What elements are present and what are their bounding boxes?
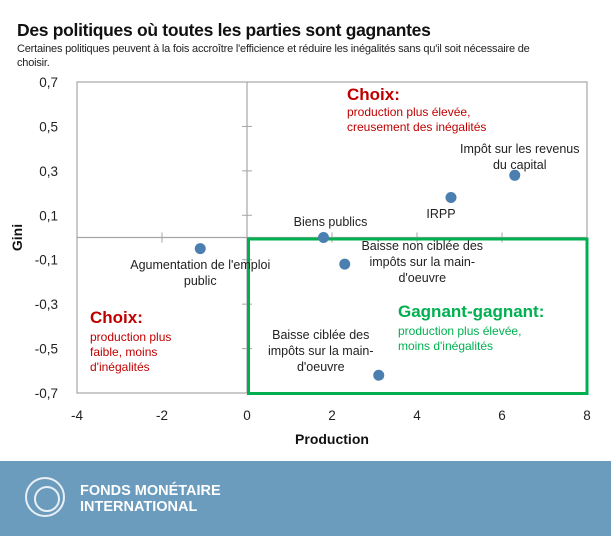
y-tick-label: -0,7 — [35, 386, 58, 401]
data-point — [509, 169, 521, 181]
y-tick-label: -0,3 — [35, 297, 58, 312]
data-point — [318, 232, 329, 243]
chart-title: Des politiques où toutes les parties son… — [17, 20, 431, 40]
y-tick-label: 0,1 — [39, 208, 58, 223]
data-point-label: Biens publics — [293, 214, 368, 229]
data-point-label: IRPP — [426, 206, 456, 221]
org-line-2: INTERNATIONAL — [80, 499, 198, 515]
x-tick-label: 0 — [243, 408, 251, 423]
y-axis-label: Gini — [9, 224, 25, 251]
data-point — [194, 243, 206, 255]
x-tick-label: 4 — [413, 408, 421, 423]
data-point-label: Agumentation de l'emploi public — [130, 257, 271, 288]
x-tick-label: 8 — [583, 408, 591, 423]
y-tick-label: 0,7 — [39, 75, 58, 90]
data-point-label: Baisse ciblée des impôts sur la main-d'o… — [267, 328, 374, 375]
data-point — [373, 369, 385, 381]
data-point-label: Impôt sur les revenus du capital — [460, 142, 580, 173]
y-tick-label: 0,3 — [39, 164, 58, 179]
x-tick-label: -4 — [71, 408, 83, 423]
x-axis-label: Production — [295, 431, 369, 447]
annotation-top-right-text: production plus élevée, creusement des i… — [347, 105, 487, 134]
y-tick-label: 0,5 — [39, 119, 58, 134]
data-point — [445, 192, 457, 204]
annotation-bottom-right-title: Gagnant-gagnant: — [398, 302, 545, 321]
scatter-plot: -4 -2 0 2 4 6 8 0,7 0,5 0,3 0,1 -0,1 -0,3 -0,5 -0,7 Pro… — [9, 75, 591, 447]
organization-name: FONDS MONÉTAIRE INTERNATIONAL — [80, 483, 221, 515]
annotation-bottom-right-text: production plus élevée, moins d'inégalit… — [398, 324, 522, 353]
chart-subtitle: Certaines politiques peuvent à la fois a… — [17, 43, 530, 69]
data-point-label: Baisse non ciblée des impôts sur la main… — [361, 239, 484, 286]
annotation-bottom-left-text: production plus faible, moins d'inégalit… — [90, 330, 172, 374]
annotation-bottom-left-title: Choix: — [90, 308, 143, 327]
win-win-quadrant-box — [247, 237, 589, 395]
org-line-1: FONDS MONÉTAIRE — [80, 483, 221, 499]
annotation-top-right-title: Choix: — [347, 85, 400, 104]
x-tick-label: -2 — [156, 408, 168, 423]
data-point — [339, 258, 351, 270]
y-tick-label: -0,1 — [35, 253, 58, 268]
footer-banner: FONDS MONÉTAIRE INTERNATIONAL — [0, 461, 611, 536]
y-tick-label: -0,5 — [35, 342, 58, 357]
x-tick-label: 2 — [328, 408, 336, 423]
imf-logo-icon — [25, 477, 65, 517]
x-tick-label: 6 — [498, 408, 506, 423]
